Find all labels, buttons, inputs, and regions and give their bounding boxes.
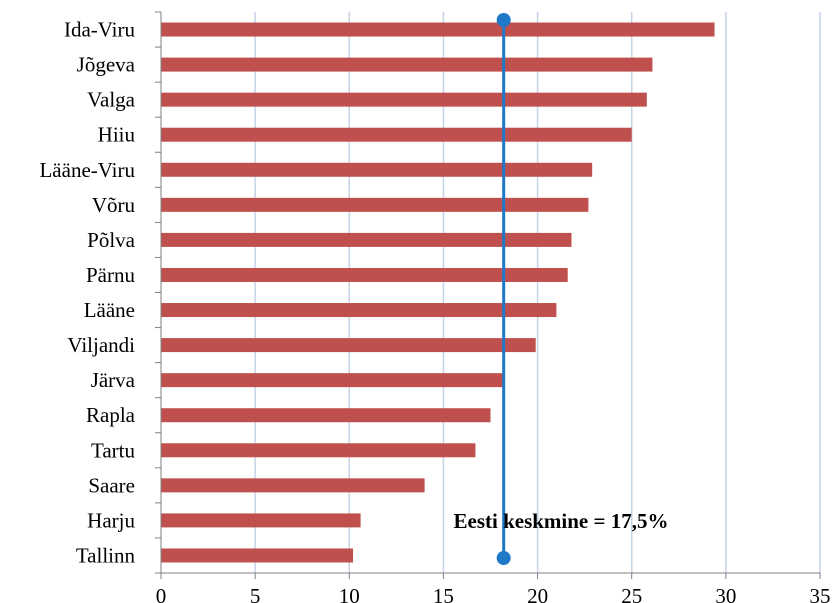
category-label: Viljandi [67,333,135,357]
bar-Hiiu [161,127,632,142]
category-label: Tartu [91,438,136,462]
bar-Tartu [161,443,476,458]
x-tick-label: 5 [250,584,261,603]
bar-Järva [161,373,504,388]
reference-line-label: Eesti keskmine = 17,5% [454,509,669,533]
category-label: Harju [87,508,135,532]
x-tick-label: 0 [156,584,167,603]
reference-line-bottom-marker [496,551,511,565]
bar-Ida-Viru [161,22,715,37]
bar-Saare [161,478,425,493]
x-tick-label: 15 [433,584,454,603]
bar-Harju [161,513,361,528]
reference-line-group: Eesti keskmine = 17,5% [454,13,669,565]
bar-Tallinn [161,548,354,563]
reference-line-top-marker [496,13,511,27]
category-label: Tallinn [76,543,136,567]
category-label: Lääne-Viru [39,158,135,182]
bar-Lääne-Viru [161,162,593,177]
category-label: Rapla [86,403,136,427]
bar-Viljandi [161,338,536,353]
category-label: Jõgeva [77,53,136,77]
x-tick-label: 25 [621,584,642,603]
category-label: Järva [91,368,136,392]
x-tick-label: 10 [339,584,360,603]
bar-Põlva [161,232,572,247]
category-label: Hiiu [98,123,136,147]
category-labels: Ida-Viru Jõgeva Valga Hiiu Lääne-Viru Võru Põl… [39,18,135,568]
bar-Valga [161,92,647,107]
category-label: Ida-Viru [64,18,136,42]
category-label: Võru [92,193,136,217]
bar-Rapla [161,408,491,423]
bar-Võru [161,197,589,212]
category-label: Pärnu [86,263,135,287]
bar-Pärnu [161,267,568,282]
x-tick-label: 35 [810,584,831,603]
category-label: Valga [87,88,135,112]
category-label: Lääne [84,298,135,322]
category-label: Saare [88,473,135,497]
bar-Lääne [161,303,557,318]
x-tick-labels: 0 5 10 15 20 25 30 35 [156,584,831,603]
axes [155,11,821,579]
bars [161,22,715,563]
bar-Jõgeva [161,57,653,72]
x-tick-label: 30 [715,584,736,603]
x-tick-label: 20 [527,584,548,603]
category-label: Põlva [87,228,136,252]
